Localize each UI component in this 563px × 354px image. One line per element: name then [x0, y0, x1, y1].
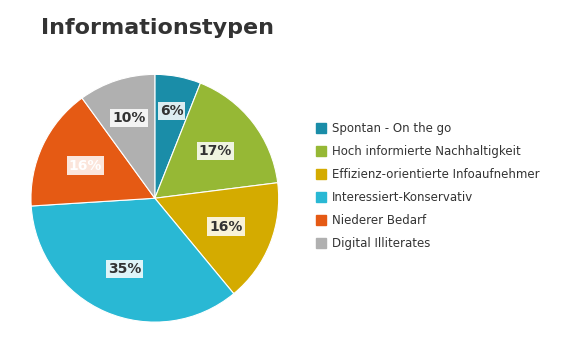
- Wedge shape: [31, 198, 234, 322]
- Text: 6%: 6%: [160, 104, 184, 118]
- Wedge shape: [82, 74, 155, 198]
- Wedge shape: [155, 183, 279, 294]
- Text: 35%: 35%: [108, 262, 141, 276]
- Wedge shape: [155, 83, 278, 198]
- Text: 17%: 17%: [199, 144, 232, 158]
- Legend: Spontan - On the go, Hoch informierte Nachhaltigkeit, Effizienz-orientierte Info: Spontan - On the go, Hoch informierte Na…: [310, 116, 546, 256]
- Text: Informationstypen: Informationstypen: [41, 18, 274, 38]
- Text: 16%: 16%: [209, 219, 243, 234]
- Text: 16%: 16%: [69, 159, 102, 172]
- Wedge shape: [155, 74, 200, 198]
- Text: 10%: 10%: [112, 111, 145, 125]
- Wedge shape: [31, 98, 155, 206]
